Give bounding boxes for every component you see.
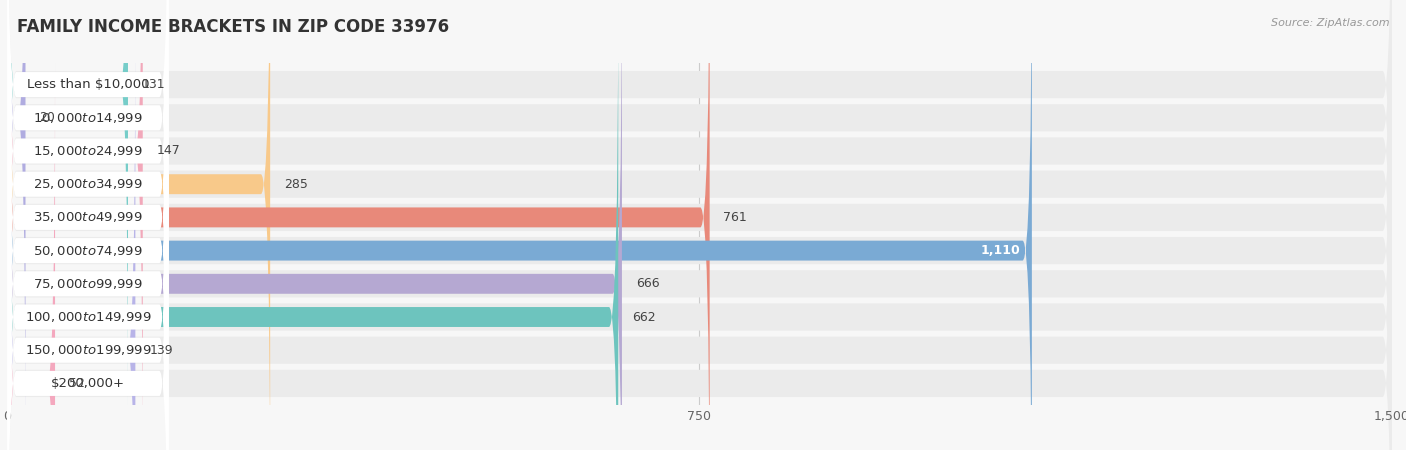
Text: 761: 761 [724,211,747,224]
Text: 147: 147 [156,144,180,158]
FancyBboxPatch shape [7,61,55,450]
Text: FAMILY INCOME BRACKETS IN ZIP CODE 33976: FAMILY INCOME BRACKETS IN ZIP CODE 33976 [17,18,449,36]
Text: 131: 131 [142,78,166,91]
Text: Less than $10,000: Less than $10,000 [27,78,149,91]
FancyBboxPatch shape [7,0,169,437]
FancyBboxPatch shape [7,0,619,450]
FancyBboxPatch shape [7,0,169,404]
Text: $25,000 to $34,999: $25,000 to $34,999 [32,177,142,191]
Text: $150,000 to $199,999: $150,000 to $199,999 [24,343,150,357]
Text: 285: 285 [284,178,308,191]
FancyBboxPatch shape [7,0,1392,450]
Text: $75,000 to $99,999: $75,000 to $99,999 [32,277,142,291]
FancyBboxPatch shape [7,0,1392,450]
Text: 20: 20 [39,111,55,124]
FancyBboxPatch shape [7,65,1392,450]
FancyBboxPatch shape [7,0,1392,450]
Text: $10,000 to $14,999: $10,000 to $14,999 [32,111,142,125]
FancyBboxPatch shape [7,0,169,450]
FancyBboxPatch shape [7,64,169,450]
FancyBboxPatch shape [7,0,1032,450]
FancyBboxPatch shape [7,0,128,407]
FancyBboxPatch shape [7,0,1392,450]
FancyBboxPatch shape [7,0,1392,436]
FancyBboxPatch shape [7,0,169,450]
Text: 666: 666 [636,277,659,290]
Text: $200,000+: $200,000+ [51,377,125,390]
FancyBboxPatch shape [7,0,1392,450]
Text: 662: 662 [633,310,655,324]
FancyBboxPatch shape [7,0,710,450]
FancyBboxPatch shape [7,0,143,450]
FancyBboxPatch shape [7,28,135,450]
Text: 139: 139 [149,344,173,357]
FancyBboxPatch shape [7,0,25,440]
FancyBboxPatch shape [7,0,169,450]
FancyBboxPatch shape [7,32,1392,450]
FancyBboxPatch shape [7,0,1392,450]
FancyBboxPatch shape [7,0,621,450]
FancyBboxPatch shape [7,0,1392,403]
Text: $35,000 to $49,999: $35,000 to $49,999 [32,211,142,225]
Text: 1,110: 1,110 [981,244,1021,257]
Text: 52: 52 [69,377,84,390]
FancyBboxPatch shape [7,31,169,450]
FancyBboxPatch shape [7,0,169,450]
Text: $100,000 to $149,999: $100,000 to $149,999 [24,310,150,324]
Text: $50,000 to $74,999: $50,000 to $74,999 [32,243,142,257]
FancyBboxPatch shape [7,0,169,450]
FancyBboxPatch shape [7,0,169,450]
Text: $15,000 to $24,999: $15,000 to $24,999 [32,144,142,158]
FancyBboxPatch shape [7,0,270,450]
Text: Source: ZipAtlas.com: Source: ZipAtlas.com [1271,18,1389,28]
